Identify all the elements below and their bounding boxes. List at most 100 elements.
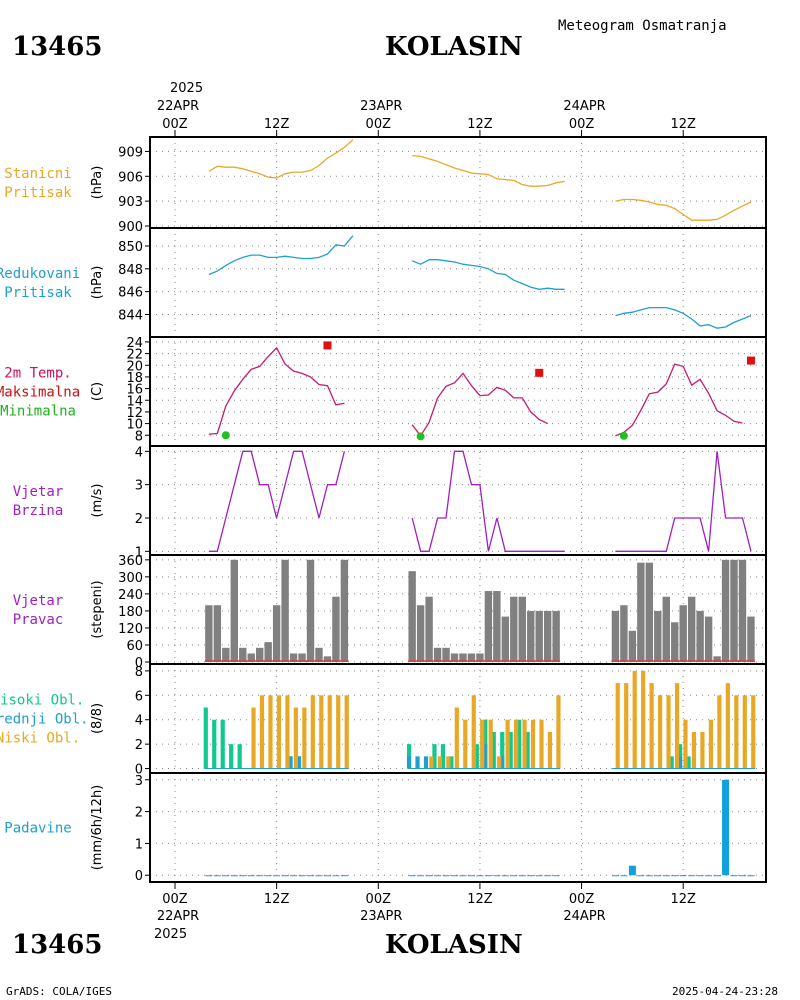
cloud-bar bbox=[463, 719, 468, 769]
cloud-bar bbox=[491, 731, 496, 769]
bar-wind_direction bbox=[552, 610, 560, 662]
bar-wind_direction bbox=[543, 610, 552, 662]
bar-precipitation bbox=[628, 865, 636, 876]
series-line-station_pressure bbox=[208, 139, 354, 179]
min-temp-marker bbox=[416, 432, 425, 441]
bar-wind_direction bbox=[645, 562, 654, 662]
bar-precipitation bbox=[408, 875, 416, 877]
cloud-bar bbox=[674, 683, 680, 769]
cloud-bar bbox=[471, 695, 476, 769]
bar-precipitation bbox=[467, 875, 475, 877]
y-tick-label: 300 bbox=[118, 571, 143, 586]
y-tick-label: 180 bbox=[118, 605, 143, 620]
y-tick-label: 0 bbox=[135, 656, 143, 671]
bar-wind_direction bbox=[450, 653, 459, 662]
cloud-bar bbox=[268, 695, 273, 769]
y-axis-label: (hPa) bbox=[90, 166, 105, 200]
cloud-bar bbox=[296, 756, 302, 769]
series-line-temperature bbox=[208, 346, 345, 435]
min-temp-marker bbox=[221, 431, 230, 440]
bar-precipitation bbox=[722, 779, 730, 876]
y-tick-label: 3 bbox=[135, 774, 143, 789]
cloud-bar bbox=[615, 683, 620, 769]
bar-precipitation bbox=[620, 875, 628, 877]
bar-precipitation bbox=[459, 875, 467, 877]
cloud-bar bbox=[522, 719, 527, 769]
bar-precipitation bbox=[671, 875, 679, 877]
hour-label-bottom: 12Z bbox=[467, 892, 493, 907]
bar-wind_direction bbox=[332, 596, 340, 662]
date-label-top: 22APR bbox=[157, 99, 199, 114]
bar-wind_direction bbox=[247, 653, 255, 662]
hour-label-bottom: 00Z bbox=[162, 892, 188, 907]
panel-label: Stanicni bbox=[4, 166, 71, 182]
y-tick-label: 60 bbox=[126, 639, 143, 654]
bar-precipitation bbox=[298, 875, 306, 877]
bar-wind_direction bbox=[484, 591, 493, 662]
bar-precipitation bbox=[247, 875, 255, 877]
cloud-bar bbox=[517, 719, 522, 769]
bar-precipitation bbox=[264, 875, 272, 877]
bar-wind_direction bbox=[696, 610, 704, 662]
cloud-bar bbox=[483, 744, 488, 769]
series-line-station_pressure bbox=[615, 198, 752, 221]
cloud-bar bbox=[525, 731, 530, 769]
cloud-bar bbox=[327, 695, 332, 769]
panel-label: Minimalna bbox=[0, 404, 76, 420]
bar-wind_direction bbox=[747, 616, 755, 662]
hour-label-top: 00Z bbox=[366, 117, 392, 132]
bar-wind_direction bbox=[713, 656, 721, 662]
bar-wind_direction bbox=[493, 591, 501, 662]
panel-label: Visoki Obl. bbox=[0, 693, 84, 709]
bar-precipitation bbox=[484, 875, 492, 877]
series-line-wind_speed bbox=[208, 450, 346, 552]
cloud-bar bbox=[288, 756, 293, 769]
bar-wind_direction bbox=[628, 630, 637, 662]
bar-wind_direction bbox=[230, 559, 238, 662]
cloud-bar bbox=[336, 695, 341, 769]
y-tick-label: 14 bbox=[126, 394, 143, 409]
bar-precipitation bbox=[738, 875, 746, 877]
bar-precipitation bbox=[281, 875, 289, 877]
bar-precipitation bbox=[510, 875, 518, 877]
bar-precipitation bbox=[637, 875, 645, 877]
bar-precipitation bbox=[315, 875, 323, 877]
cloud-bar bbox=[657, 695, 663, 769]
bar-wind_direction bbox=[213, 605, 222, 662]
cloud-bar bbox=[666, 695, 671, 769]
bar-wind_direction bbox=[637, 562, 645, 662]
bar-precipitation bbox=[535, 875, 543, 877]
cloud-bar bbox=[678, 756, 683, 769]
footer-right: 2025-04-24-23:28 bbox=[672, 985, 778, 998]
bar-precipitation bbox=[222, 875, 230, 877]
y-tick-label: 2 bbox=[135, 738, 143, 753]
cloud-bar bbox=[497, 756, 502, 769]
bar-wind_direction bbox=[222, 647, 230, 662]
y-tick-label: 2 bbox=[135, 806, 143, 821]
cloud-bar bbox=[446, 756, 451, 769]
y-tick-label: 16 bbox=[126, 383, 143, 398]
cloud-bar bbox=[276, 695, 282, 769]
hour-label-top: 12Z bbox=[467, 117, 493, 132]
panel-wind_direction: 0 60 120 180 240 300 360 (stepeni) Vjetar Pravac bbox=[13, 554, 767, 671]
series-line-reduced_pressure bbox=[208, 235, 354, 276]
panel-cloud_cover: 0 2 4 6 8 (8/8) Visoki Obl. Srednji Obl. Niski O… bbox=[0, 663, 767, 778]
cloud-bar bbox=[406, 756, 412, 769]
cloud-bar bbox=[480, 719, 485, 769]
cloud-bar bbox=[632, 670, 637, 769]
bar-wind_direction bbox=[730, 559, 738, 662]
bar-precipitation bbox=[544, 875, 552, 877]
bar-wind_direction bbox=[315, 647, 323, 662]
panel-frame bbox=[149, 336, 767, 447]
cloud-bar bbox=[229, 744, 234, 769]
date-label-bottom: 23APR bbox=[360, 909, 402, 924]
cloud-bar bbox=[344, 695, 349, 769]
station-name-top: KOLASIN bbox=[385, 32, 523, 62]
panel-frame bbox=[149, 772, 767, 883]
y-tick-label: 4 bbox=[135, 714, 143, 729]
bottom-year: 2025 bbox=[154, 927, 187, 942]
bar-wind_direction bbox=[679, 605, 687, 662]
hour-label-bottom: 12Z bbox=[264, 892, 290, 907]
max-temp-marker bbox=[746, 356, 755, 365]
